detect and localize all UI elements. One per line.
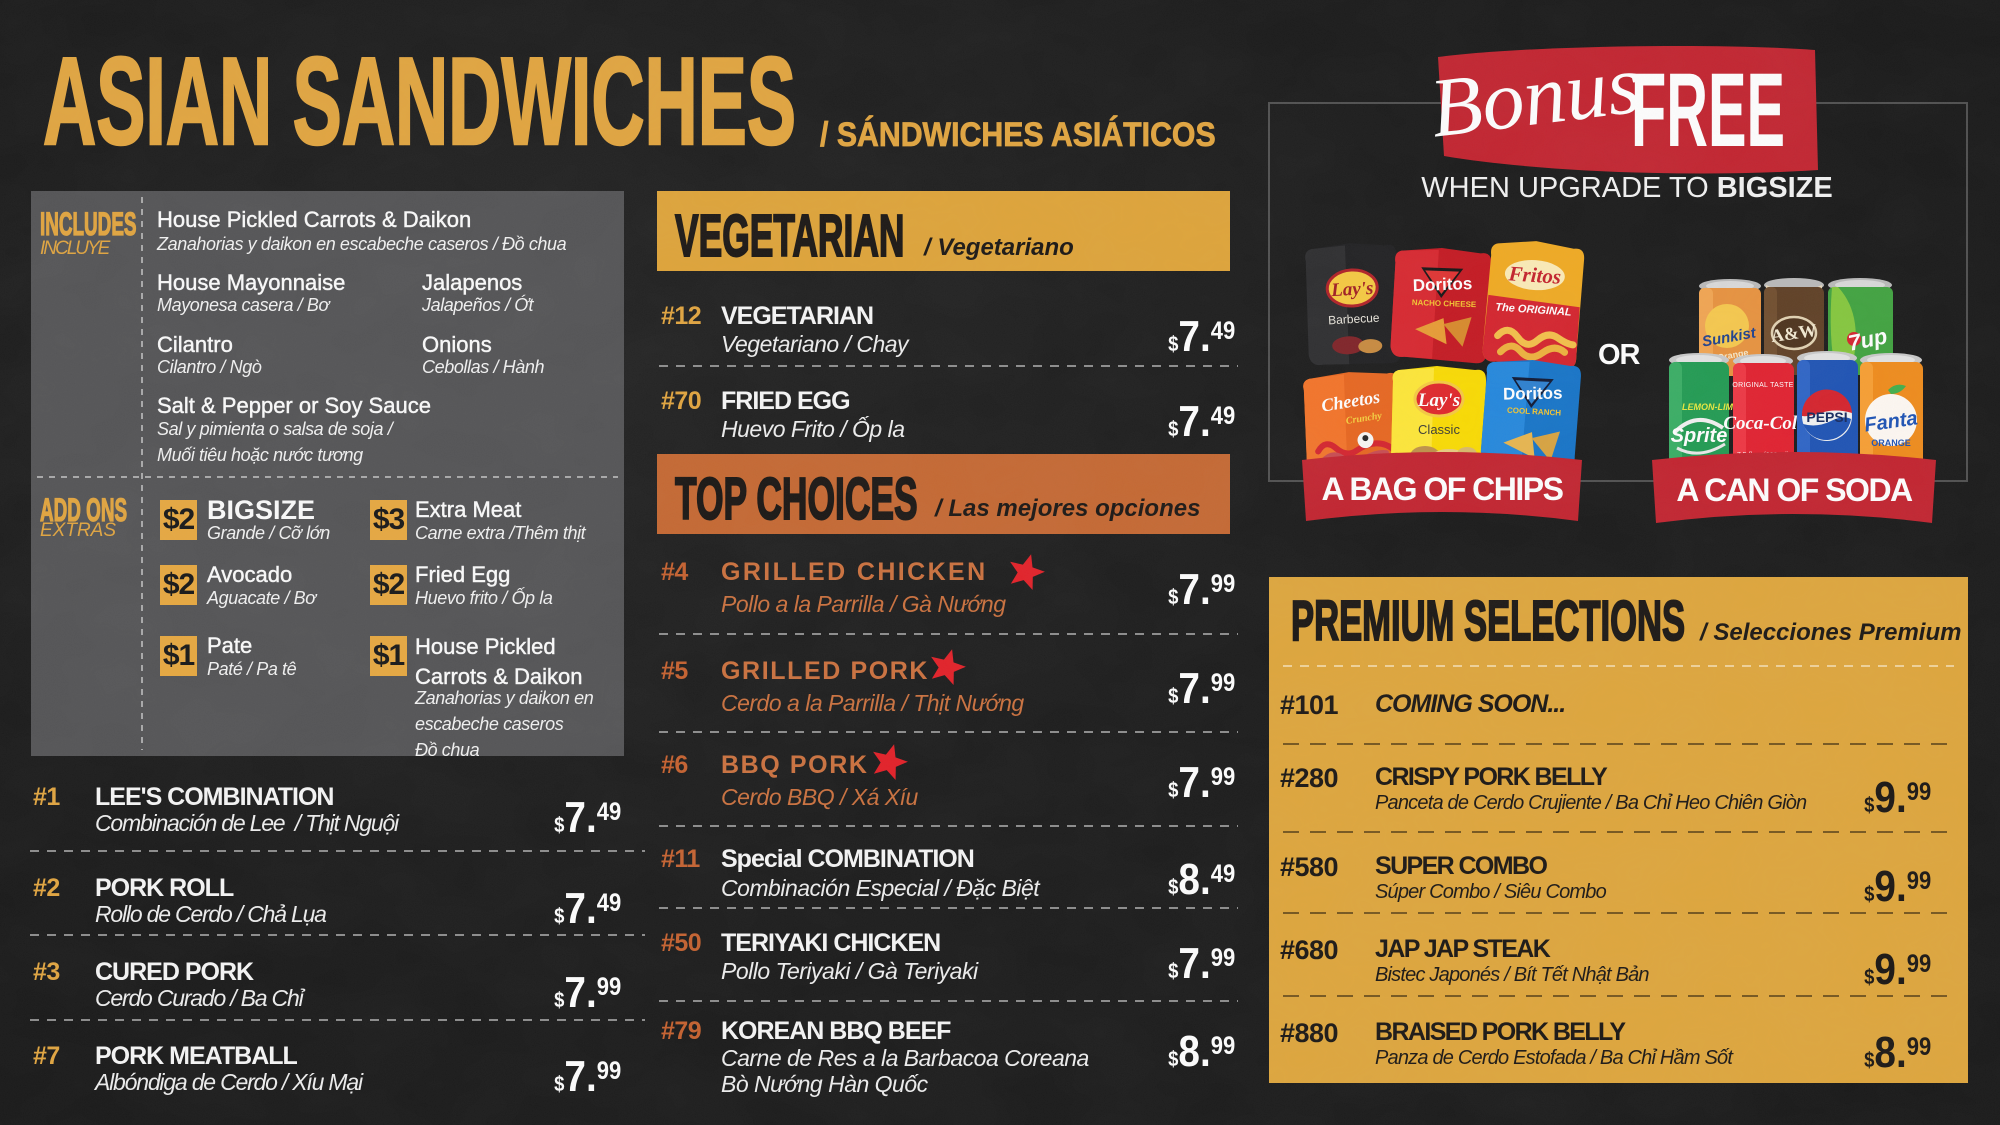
svg-text:A BAG OF CHIPS: A BAG OF CHIPS xyxy=(1322,471,1564,507)
svg-text:A CAN OF SODA: A CAN OF SODA xyxy=(1676,472,1913,508)
